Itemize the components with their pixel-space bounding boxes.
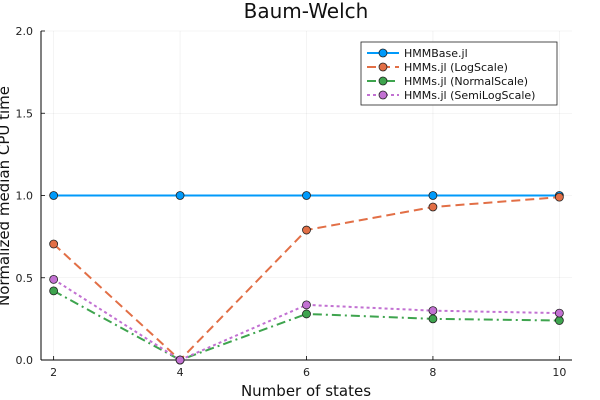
legend-swatch-marker — [378, 62, 388, 72]
x-tick-label: 6 — [303, 366, 310, 379]
data-point — [49, 239, 59, 249]
data-point — [175, 355, 185, 365]
legend-swatch-marker — [378, 48, 388, 58]
data-point — [554, 192, 564, 202]
data-point — [428, 306, 438, 316]
y-tick-label: 0.0 — [16, 354, 34, 367]
series-line — [53, 290, 560, 361]
y-tick-label: 1.0 — [16, 190, 34, 203]
legend-label: HMMBase.jl — [404, 47, 468, 60]
legend-label: HMMs.jl (NormalScale) — [404, 75, 528, 88]
x-tick-label: 8 — [429, 366, 436, 379]
data-point — [302, 191, 311, 200]
data-point — [302, 300, 311, 310]
data-point — [302, 309, 311, 319]
y-tick-label: 1.5 — [16, 107, 34, 120]
data-point — [554, 308, 564, 318]
axes: 2 4 6 8 10 0.0 0.5 1.0 1.5 2.0 — [16, 25, 572, 379]
data-point — [175, 191, 185, 200]
y-axis-label: Normalized median CPU time — [0, 86, 13, 306]
y-tick-label: 0.5 — [16, 272, 34, 285]
data-point — [428, 314, 438, 324]
x-tick-label: 4 — [177, 366, 184, 379]
data-point — [428, 191, 438, 200]
series-line — [53, 278, 560, 361]
x-tick-label: 10 — [552, 366, 566, 379]
legend-swatch-marker — [378, 76, 388, 86]
chart-title: Baum-Welch — [244, 0, 369, 23]
data-point — [554, 316, 564, 325]
x-tick-label: 2 — [50, 366, 57, 379]
y-tick-label: 2.0 — [16, 25, 34, 38]
data-point — [49, 286, 59, 296]
legend-swatch-marker — [378, 90, 388, 100]
data-point — [302, 225, 311, 235]
data-point — [428, 202, 438, 212]
legend-label: HMMs.jl (SemiLogScale) — [404, 89, 535, 102]
data-point — [49, 191, 59, 200]
x-axis-label: Number of states — [241, 382, 371, 400]
series-group — [49, 191, 564, 365]
legend-label: HMMs.jl (LogScale) — [404, 61, 508, 74]
data-point — [49, 274, 59, 284]
